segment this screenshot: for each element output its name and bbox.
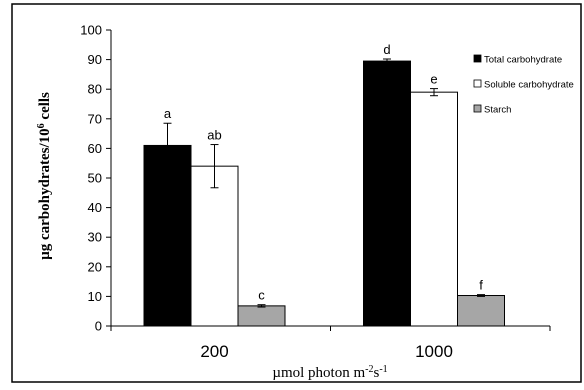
legend-swatch-0	[473, 54, 482, 63]
legend-swatch-1	[473, 79, 482, 88]
significance-letter-1-1: e	[430, 72, 437, 87]
y-axis-title-tail: cells	[37, 92, 53, 123]
y-tick-label-1: 10	[88, 289, 102, 304]
x-axis-title: µmol photon m-2s-1	[272, 364, 387, 382]
y-tick-label-2: 20	[88, 259, 102, 274]
y-axis-title: µg carbohydrates/106 cells	[36, 92, 54, 260]
y-tick-label-8: 80	[88, 82, 102, 97]
y-tick-label-0: 0	[95, 319, 102, 334]
x-axis-title-sup2: -1	[379, 364, 387, 375]
y-tick-label-9: 90	[88, 52, 102, 67]
y-tick-label-7: 70	[88, 111, 102, 126]
bar-2-0	[237, 305, 286, 327]
y-axis-title-sup: 6	[36, 123, 47, 128]
x-category-label-1: 1000	[415, 342, 453, 361]
x-axis-title-part1: µmol photon m	[272, 365, 365, 381]
bar-1-1	[410, 91, 458, 327]
y-axis-title-base: µg carbohydrates/10	[37, 128, 53, 260]
legend-label-1: Soluble carbohydrate	[484, 80, 574, 91]
legend-label-0: Total carbohydrate	[484, 55, 562, 66]
bar-1-0	[190, 165, 239, 327]
x-axis-title-part2: s	[373, 365, 379, 381]
y-tick-label-10: 100	[80, 23, 102, 38]
x-category-label-0: 200	[200, 342, 228, 361]
bar-2-1	[457, 295, 505, 327]
x-axis-title-sup1: -2	[365, 364, 373, 375]
legend-swatch-2	[473, 104, 482, 113]
significance-letter-0-1: d	[383, 42, 390, 57]
significance-letter-2-1: f	[479, 278, 483, 293]
y-tick-label-5: 50	[88, 171, 102, 186]
legend-label-2: Starch	[484, 105, 511, 116]
bars-layer: a ab c d e f	[143, 42, 505, 327]
bar-0-1	[363, 60, 411, 327]
legend: Total carbohydrate Soluble carbohydrate St…	[473, 54, 574, 116]
bar-0-0	[143, 144, 192, 327]
y-tick-label-4: 40	[88, 200, 102, 215]
y-axis: 0 10 20 30 40 50 60 70 80 90 100	[80, 23, 112, 334]
significance-letter-1-0: ab	[207, 128, 221, 143]
significance-letter-2-0: c	[258, 288, 265, 303]
y-tick-label-6: 60	[88, 141, 102, 156]
significance-letter-0-0: a	[164, 106, 172, 121]
y-tick-label-3: 30	[88, 230, 102, 245]
